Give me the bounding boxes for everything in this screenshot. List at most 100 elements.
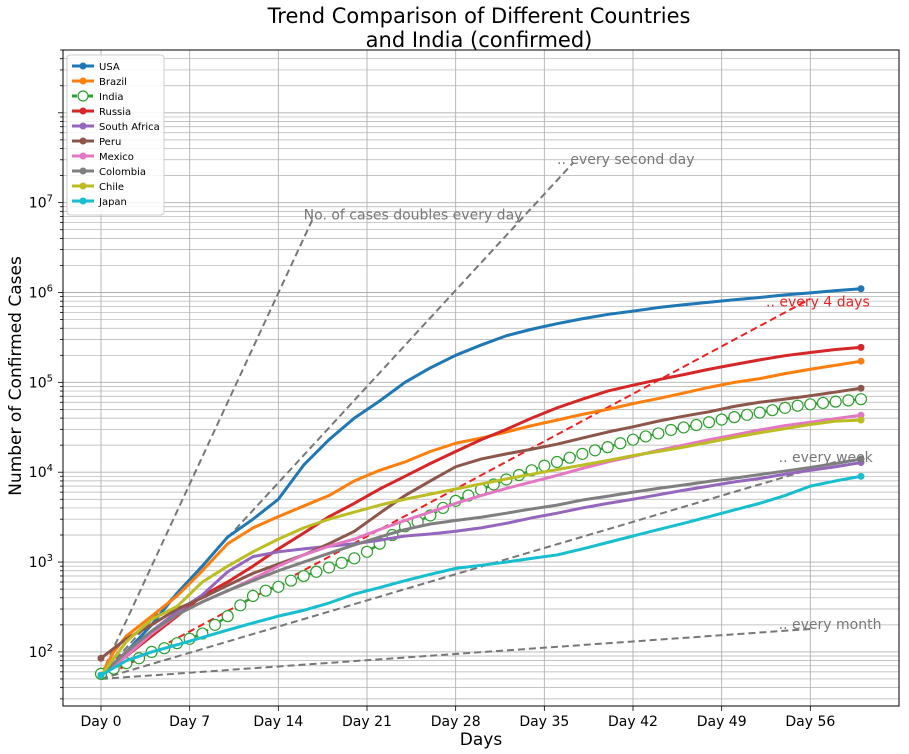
y-tick-label-exponent: 5 xyxy=(47,373,53,384)
y-tick-label: 107 xyxy=(29,194,53,212)
y-tick-label: 102 xyxy=(29,643,53,661)
series-line xyxy=(99,457,862,677)
data-point xyxy=(857,472,865,480)
legend-label: India xyxy=(99,92,124,103)
data-point xyxy=(550,455,564,469)
series-chile xyxy=(97,416,865,679)
data-point xyxy=(360,545,374,558)
data-point xyxy=(728,411,741,424)
y-tick-label-base: 10 xyxy=(29,645,47,661)
legend-swatch-marker xyxy=(79,62,87,70)
data-point xyxy=(857,455,865,463)
annotation-label: .. every month xyxy=(779,617,882,633)
series-line xyxy=(99,461,862,677)
data-point xyxy=(221,610,234,623)
legend-swatch-marker xyxy=(79,107,87,115)
reference-line xyxy=(100,461,836,680)
data-point xyxy=(857,411,865,419)
grid-layer xyxy=(63,49,899,706)
x-tick-label: Day 49 xyxy=(697,714,747,730)
data-point xyxy=(272,580,285,593)
x-tick-label: Day 7 xyxy=(169,714,210,730)
series-line xyxy=(100,386,862,660)
data-point xyxy=(576,447,589,460)
data-point xyxy=(791,399,804,412)
data-point xyxy=(297,569,310,583)
legend-swatch-marker xyxy=(79,122,87,130)
legend-label: Russia xyxy=(99,107,131,118)
x-tick-label: Day 35 xyxy=(519,714,569,730)
legend-label: South Africa xyxy=(99,122,160,133)
annotation-label: .. every second day xyxy=(557,152,694,168)
legend: USA Brazil India Russia South Africa Peru Mexi… xyxy=(66,54,165,216)
chart-title-line2: and India (confirmed) xyxy=(366,28,593,52)
chart-title-line1: Trend Comparison of Different Countries xyxy=(267,4,691,28)
data-point xyxy=(829,395,842,408)
legend-swatch-marker xyxy=(77,90,89,102)
series-line xyxy=(100,474,862,677)
data-point xyxy=(664,423,678,437)
y-tick-label-base: 10 xyxy=(29,375,47,391)
legend-swatch-marker xyxy=(79,182,87,190)
annotation-label: No. of cases doubles every day xyxy=(304,207,523,223)
data-point xyxy=(626,433,640,446)
data-point xyxy=(208,618,222,631)
data-point xyxy=(284,574,298,587)
annotation-label: .. every week xyxy=(779,450,874,466)
y-tick-label-exponent: 4 xyxy=(47,463,53,474)
x-tick-label: Day 56 xyxy=(785,714,835,730)
y-tick-label-base: 10 xyxy=(29,555,47,571)
data-point xyxy=(259,584,272,597)
data-point xyxy=(348,552,361,565)
data-point xyxy=(234,599,247,612)
x-tick-label: Day 42 xyxy=(608,714,658,730)
y-axis-label: Number of Confirmed Cases xyxy=(6,256,26,496)
data-point xyxy=(690,418,703,432)
x-tick-label: Day 0 xyxy=(80,714,121,730)
series-line xyxy=(99,359,862,676)
x-tick-label: Day 21 xyxy=(342,714,392,730)
ticks-layer: Day 0 Day 7 Day 14 Day 21 Day 28 Day 35 Day 42… xyxy=(29,49,835,730)
data-point xyxy=(310,565,323,578)
data-point xyxy=(857,384,865,392)
series-line xyxy=(99,418,862,677)
legend-label: Brazil xyxy=(99,77,127,88)
data-point xyxy=(335,556,348,569)
legend-swatch-marker xyxy=(79,77,87,85)
data-point xyxy=(601,441,614,454)
data-point xyxy=(652,427,665,440)
annotation-label: .. every 4 days xyxy=(766,294,870,310)
y-tick-label: 103 xyxy=(29,553,53,571)
data-point xyxy=(588,444,602,457)
series-japan xyxy=(97,472,865,679)
legend-swatch-marker xyxy=(79,197,87,205)
data-point xyxy=(97,671,105,679)
y-tick-label-exponent: 2 xyxy=(47,643,53,654)
legend-swatch-marker xyxy=(79,137,87,145)
data-point xyxy=(778,401,792,414)
y-tick-label: 105 xyxy=(29,373,53,391)
data-point xyxy=(766,404,779,417)
data-point xyxy=(702,416,716,429)
data-point xyxy=(804,398,817,411)
series-peru xyxy=(97,384,865,662)
series-india xyxy=(94,393,868,680)
data-point xyxy=(854,393,868,406)
legend-label: USA xyxy=(99,62,120,73)
data-point xyxy=(740,408,754,421)
data-point xyxy=(639,430,652,443)
x-axis-label: Days xyxy=(460,730,503,750)
data-point xyxy=(842,394,855,407)
data-point xyxy=(857,343,865,351)
series-line xyxy=(100,413,862,677)
legend-label: Colombia xyxy=(99,167,146,178)
y-tick-label-base: 10 xyxy=(29,286,47,302)
legend-label: Japan xyxy=(98,197,127,208)
reference-line xyxy=(100,627,811,680)
data-point xyxy=(322,561,336,574)
data-point xyxy=(563,451,576,464)
x-tick-label: Day 14 xyxy=(253,714,303,730)
data-point xyxy=(857,357,865,365)
legend-swatch-marker xyxy=(79,152,87,160)
x-tick-label: Day 28 xyxy=(431,714,481,730)
